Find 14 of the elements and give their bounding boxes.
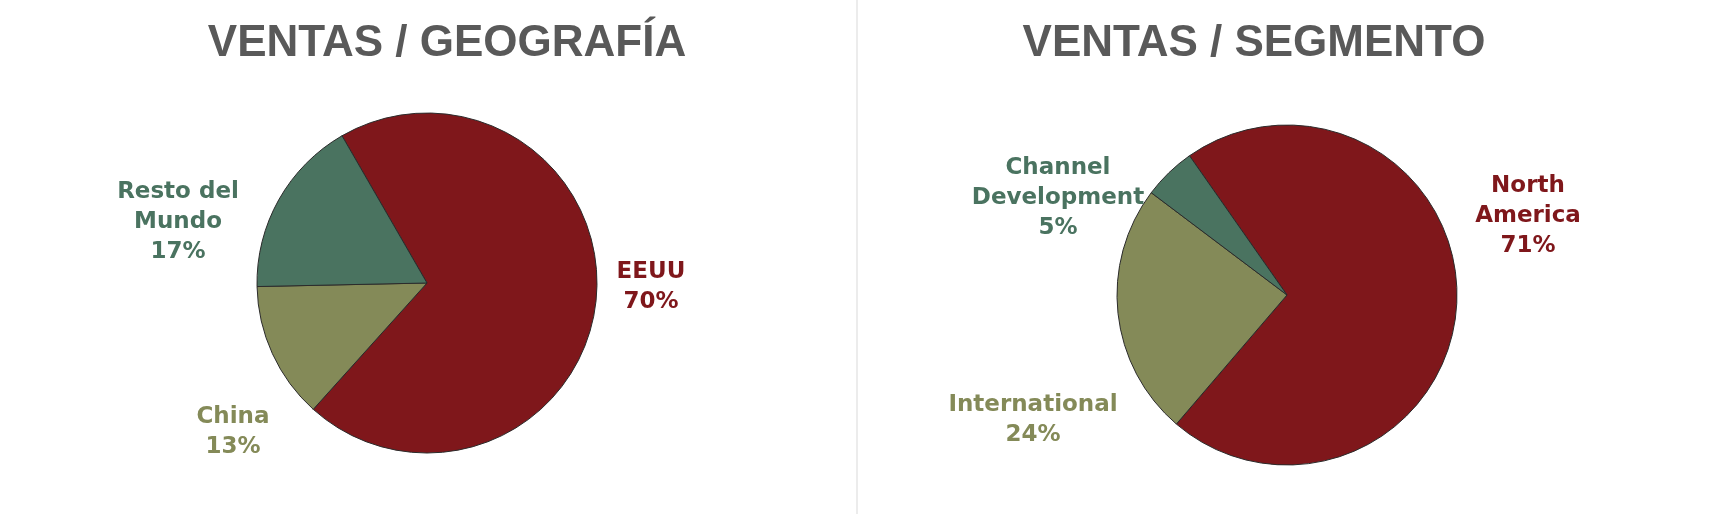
chart-title: VENTAS / GEOGRAFÍA bbox=[207, 16, 687, 65]
slice-label: EEUU bbox=[616, 257, 686, 283]
data-label: 5% bbox=[1038, 213, 1078, 239]
slice-label: Channel Development bbox=[971, 153, 1145, 209]
data-label: 17% bbox=[150, 237, 206, 263]
slice-label: China bbox=[196, 402, 270, 428]
data-label: 70% bbox=[623, 287, 679, 313]
slice-label: International bbox=[948, 390, 1118, 416]
slice-label: Resto del Mundo bbox=[117, 177, 239, 233]
chart-title: VENTAS / SEGMENTO bbox=[1022, 16, 1486, 65]
data-label: 13% bbox=[205, 432, 261, 458]
data-label: 24% bbox=[1005, 420, 1061, 446]
data-label: 71% bbox=[1500, 231, 1556, 257]
slice-label: North America bbox=[1475, 171, 1581, 227]
